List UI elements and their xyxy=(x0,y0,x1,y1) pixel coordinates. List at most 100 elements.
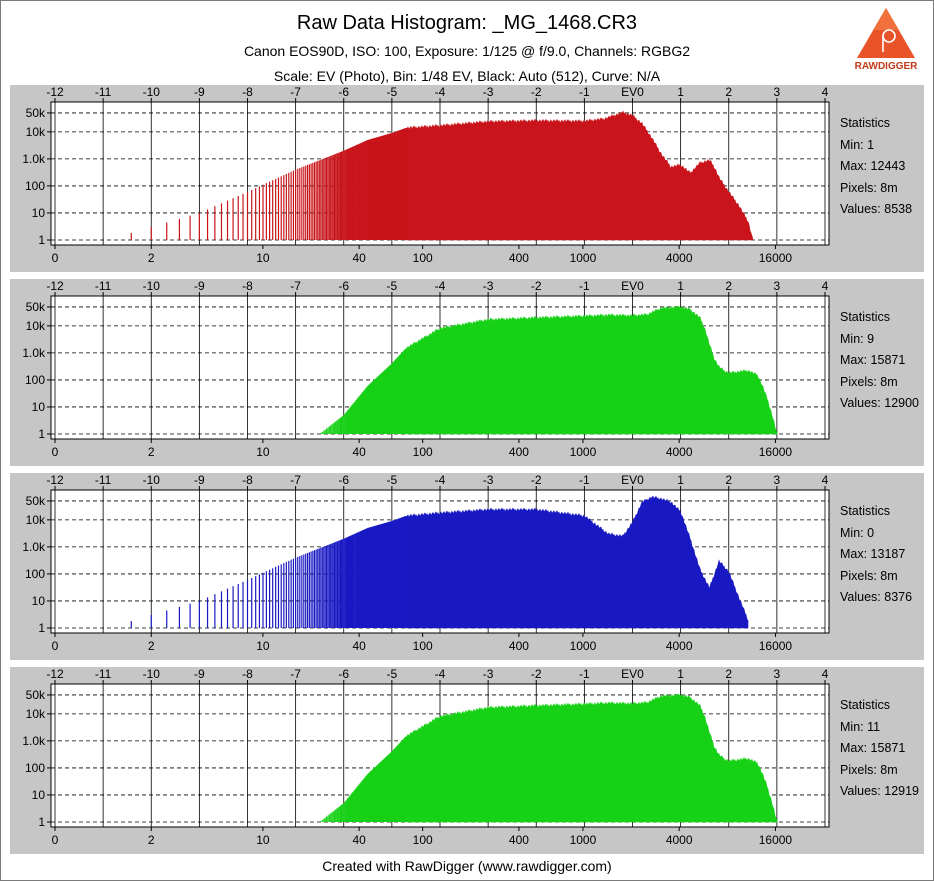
stats-values: Values: 8538 xyxy=(840,202,913,216)
stats-heading: Statistics xyxy=(840,504,891,518)
histogram-plot-b: -12 -11 -10 -9 -8 -7 -6 -5 -4 -3 -2 -1 EV0 1 2 3 4 50k 10k… xyxy=(22,473,830,653)
top-tick-label: -11 xyxy=(95,279,112,293)
bottom-tick-label: 100 xyxy=(413,445,433,459)
histogram-area xyxy=(405,495,749,629)
bottom-tick-label: 100 xyxy=(413,251,433,265)
top-tick-label: -10 xyxy=(143,85,161,99)
top-tick-label: EV0 xyxy=(621,473,644,487)
stats-min: Min: 11 xyxy=(840,719,881,734)
bottom-tick-label: 2 xyxy=(148,445,155,459)
bottom-tick-label: 10 xyxy=(256,251,270,265)
y-tick-label: 1.0k xyxy=(22,734,46,748)
stats-pixels: Pixels: 8m xyxy=(840,180,898,195)
top-tick-label: 2 xyxy=(725,85,732,99)
bottom-tick-label: 100 xyxy=(413,639,433,653)
stats-box-b: Statistics Min: 0 Max: 13187 Pixels: 8m … xyxy=(840,501,924,609)
stats-max: Max: 15871 xyxy=(840,353,906,367)
camera-info: Canon EOS90D, ISO: 100, Exposure: 1/125 … xyxy=(243,43,691,59)
bottom-tick-label: 1000 xyxy=(570,251,597,265)
histogram-area xyxy=(405,693,778,823)
scale-info: Scale: EV (Photo), Bin: 1/48 EV, Black: … xyxy=(273,68,661,84)
top-tick-label: -8 xyxy=(242,473,253,487)
top-tick-label: -9 xyxy=(194,279,205,293)
top-tick-label: -2 xyxy=(531,279,542,293)
top-tick-label: 1 xyxy=(677,667,684,681)
top-tick-label: -12 xyxy=(46,473,64,487)
top-tick-label: 1 xyxy=(677,85,684,99)
top-tick-label: -1 xyxy=(579,667,590,681)
bottom-tick-label: 40 xyxy=(352,639,366,653)
bottom-tick-label: 10 xyxy=(256,833,270,847)
top-tick-label: -8 xyxy=(242,85,253,99)
stats-values: Values: 12919 xyxy=(840,784,919,798)
footer-credit: Created with RawDigger (www.rawdigger.co… xyxy=(322,858,612,874)
top-tick-label: -1 xyxy=(579,85,590,99)
histogram-panel-g2: -12 -11 -10 -9 -8 -7 -6 -5 -4 -3 -2 -1 EV0 1 2 3 4 50k 10k… xyxy=(10,667,924,854)
top-tick-label: EV0 xyxy=(621,667,644,681)
histogram-panel-r: -12 -11 -10 -9 -8 -7 -6 -5 -4 -3 -2 -1 EV0 1 2 3 4 50k 10k… xyxy=(10,85,924,272)
top-tick-label: -11 xyxy=(95,667,112,681)
top-tick-label: -10 xyxy=(143,667,161,681)
top-tick-label: -4 xyxy=(435,473,446,487)
top-tick-label: -4 xyxy=(435,279,446,293)
top-tick-label: -9 xyxy=(194,473,205,487)
top-tick-label: 2 xyxy=(725,279,732,293)
top-tick-label: -9 xyxy=(194,85,205,99)
histogram-plot-g: -12 -11 -10 -9 -8 -7 -6 -5 -4 -3 -2 -1 EV0 1 2 3 4 50k 10k… xyxy=(22,279,830,459)
bottom-tick-label: 4000 xyxy=(666,833,693,847)
top-tick-label: 2 xyxy=(725,667,732,681)
bottom-tick-label: 16000 xyxy=(759,639,793,653)
y-tick-label: 1 xyxy=(38,621,45,635)
top-tick-label: -6 xyxy=(338,473,349,487)
y-tick-label: 1 xyxy=(38,815,45,829)
y-tick-label: 1 xyxy=(38,427,45,441)
histogram-bars-R xyxy=(130,110,754,241)
top-tick-label: -3 xyxy=(483,473,494,487)
histogram-area xyxy=(405,305,778,435)
top-tick-label: 1 xyxy=(677,279,684,293)
y-tick-label: 10 xyxy=(32,206,46,220)
y-tick-label: 10 xyxy=(32,400,46,414)
histogram-bars-G2 xyxy=(320,693,778,823)
top-tick-label: 4 xyxy=(822,85,829,99)
top-tick-label: -5 xyxy=(387,85,398,99)
histogram-bars-B xyxy=(130,495,749,629)
top-tick-label: -12 xyxy=(46,667,64,681)
top-tick-label: -10 xyxy=(143,473,161,487)
y-tick-label: 1 xyxy=(38,233,45,247)
top-tick-label: -6 xyxy=(338,85,349,99)
y-tick-label: 100 xyxy=(25,373,45,387)
top-tick-label: -5 xyxy=(387,473,398,487)
stats-max: Max: 15871 xyxy=(840,741,906,755)
stats-values: Values: 8376 xyxy=(840,590,913,604)
y-tick-label: 50k xyxy=(26,494,46,508)
bottom-tick-label: 400 xyxy=(509,833,529,847)
top-tick-label: -3 xyxy=(483,85,494,99)
chart-title: Raw Data Histogram: _MG_1468.CR3 xyxy=(296,12,638,34)
y-tick-label: 1.0k xyxy=(22,540,46,554)
stats-max: Max: 13187 xyxy=(840,547,906,561)
top-tick-label: -5 xyxy=(387,667,398,681)
y-tick-label: 100 xyxy=(25,179,45,193)
bottom-tick-label: 4000 xyxy=(666,251,693,265)
top-tick-label: -3 xyxy=(483,667,494,681)
top-tick-label: -4 xyxy=(435,667,446,681)
bottom-tick-label: 40 xyxy=(352,833,366,847)
top-tick-label: -11 xyxy=(95,85,112,99)
y-tick-label: 10k xyxy=(26,513,46,527)
top-tick-label: -3 xyxy=(483,279,494,293)
bottom-tick-label: 0 xyxy=(52,251,59,265)
top-tick-label: 1 xyxy=(677,473,684,487)
stats-min: Min: 0 xyxy=(840,525,875,540)
bottom-tick-label: 1000 xyxy=(570,639,597,653)
top-tick-label: -7 xyxy=(290,667,301,681)
top-tick-label: -7 xyxy=(290,279,301,293)
top-tick-label: 3 xyxy=(774,473,781,487)
top-tick-label: -11 xyxy=(95,473,112,487)
rawdigger-logo-icon: RAWDIGGER xyxy=(855,8,919,72)
histogram-panel-b: -12 -11 -10 -9 -8 -7 -6 -5 -4 -3 -2 -1 EV0 1 2 3 4 50k 10k… xyxy=(10,473,924,660)
histogram-bars-G xyxy=(320,305,778,435)
stats-min: Min: 1 xyxy=(840,137,875,152)
logo-text: RAWDIGGER xyxy=(855,61,919,72)
top-tick-label: -2 xyxy=(531,473,542,487)
